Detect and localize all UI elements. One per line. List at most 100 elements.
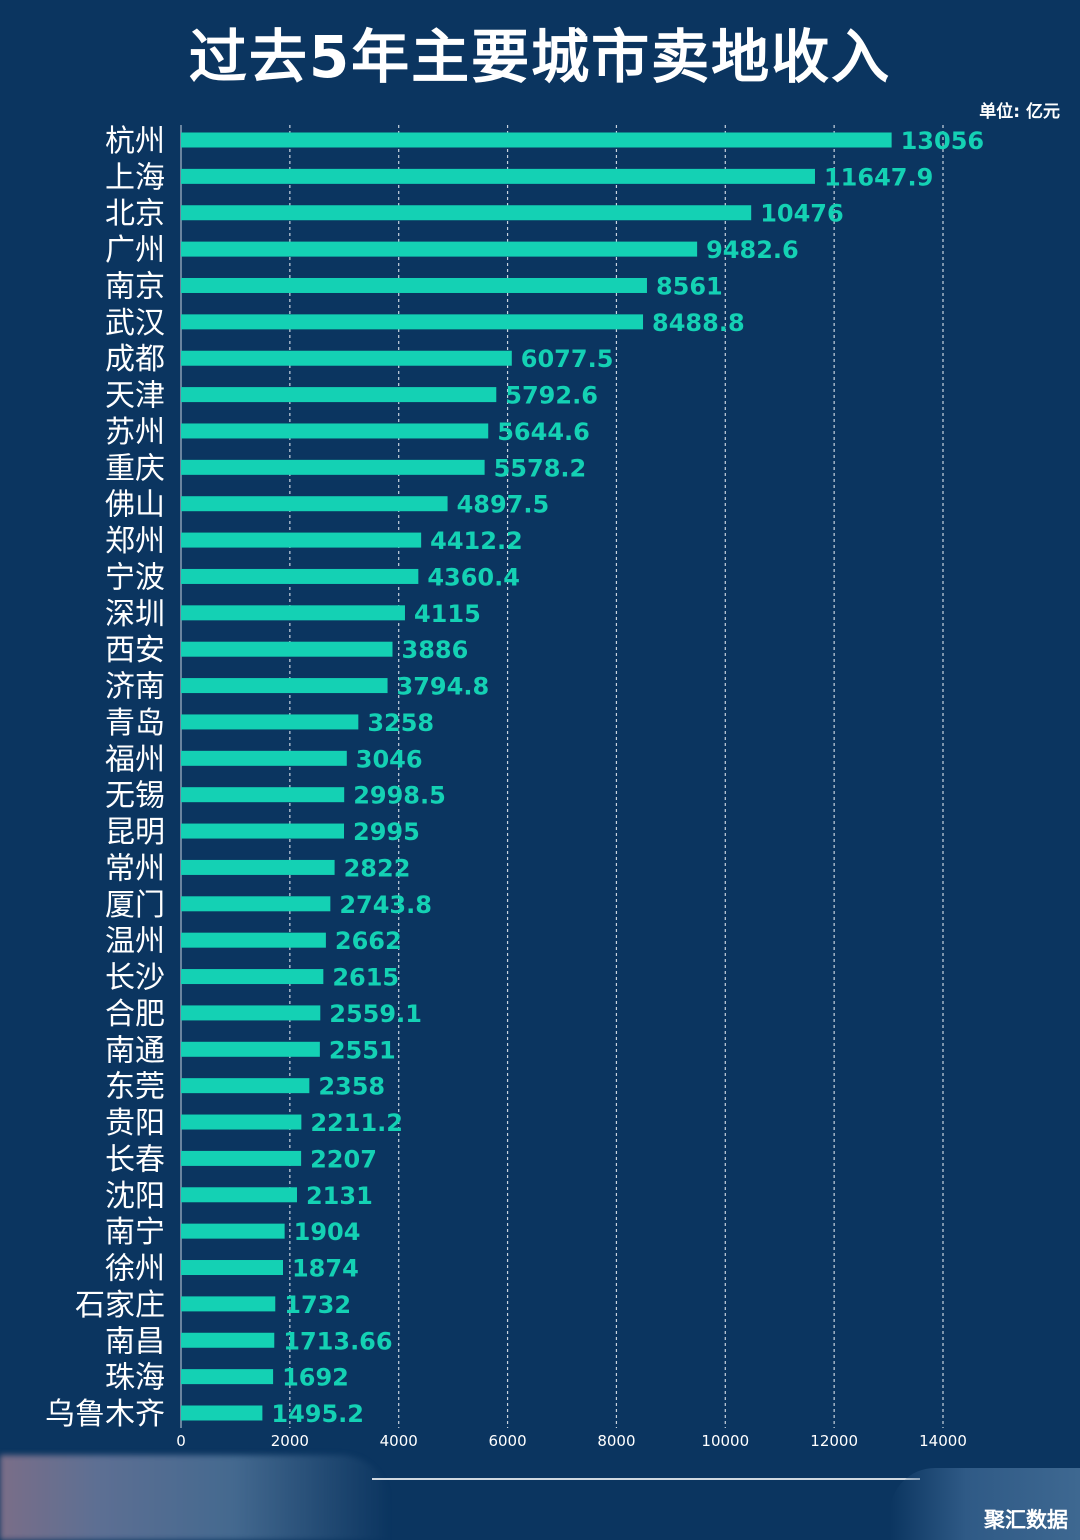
value-label: 3046 [356,745,423,773]
bar [181,969,324,985]
bar [181,277,647,293]
x-tick-label: 8000 [597,1432,635,1450]
bar [181,1296,276,1312]
bar [181,714,359,730]
category-label: 成都 [105,342,165,377]
value-label: 2615 [332,964,399,992]
category-label: 常州 [105,851,165,886]
bar [181,423,489,439]
bar [181,1005,321,1021]
grid-lines [180,125,944,1428]
category-label: 南昌 [105,1324,165,1359]
bar [181,1332,275,1348]
value-label: 1713.66 [283,1327,392,1355]
bar [181,787,345,803]
category-label: 南通 [105,1033,165,1068]
brand-label: 聚汇数据 [984,1508,1068,1532]
bar [181,496,448,512]
category-label: 南宁 [105,1215,165,1250]
value-label: 9482.6 [706,236,799,264]
value-label: 1874 [292,1255,359,1283]
value-label: 2995 [353,818,420,846]
value-label: 13056 [901,127,985,155]
category-label: 沈阳 [105,1179,165,1214]
bar [181,241,698,257]
x-tick-label: 2000 [271,1432,309,1450]
bar [181,1260,283,1276]
bar [181,678,388,694]
category-label: 昆明 [105,815,165,850]
value-label: 5644.6 [497,418,590,446]
value-label: 2207 [310,1145,377,1173]
bar [181,132,892,148]
value-labels: 13056 11647.9 10476 9482.6 8561 8488.8 6077.5 5… [271,127,984,1428]
value-label: 2211.2 [310,1109,403,1137]
bars [181,132,892,1421]
value-label: 1495.2 [271,1400,364,1428]
value-label: 11647.9 [824,163,933,191]
bar [181,387,497,403]
x-tick-label: 6000 [488,1432,526,1450]
value-label: 2131 [306,1182,373,1210]
category-label: 贵阳 [105,1106,165,1141]
value-label: 4115 [414,600,481,628]
x-tick-label: 14000 [919,1432,967,1450]
category-label: 深圳 [105,597,165,632]
category-label: 郑州 [105,524,165,559]
category-label: 东莞 [105,1070,165,1105]
bar [181,750,347,766]
category-label: 上海 [105,160,165,195]
bar [181,859,335,875]
bar [181,1041,320,1057]
value-label: 5792.6 [505,382,598,410]
bar [181,1369,274,1385]
chart-title: 过去5年主要城市卖地收入 [188,23,892,91]
category-label: 温州 [105,924,165,959]
x-tick-label: 4000 [380,1432,418,1450]
bar [181,532,422,548]
footer-divider [372,1478,920,1480]
value-label: 2358 [318,1073,385,1101]
category-label: 无锡 [105,779,165,814]
category-label: 珠海 [105,1361,165,1396]
bar [181,459,485,475]
category-label: 厦门 [105,888,165,923]
bar [181,205,752,221]
value-label: 4360.4 [427,563,520,591]
value-label: 2743.8 [339,891,432,919]
category-label: 南京 [105,269,165,304]
category-label: 济南 [105,670,165,705]
x-tick-label: 0 [176,1432,186,1450]
category-label: 长春 [105,1142,165,1177]
value-label: 2822 [344,854,411,882]
bar [181,350,512,366]
category-label: 青岛 [105,706,165,741]
value-label: 8488.8 [652,309,745,337]
bar [181,823,345,839]
bar [181,641,393,657]
category-label: 西安 [105,633,165,668]
unit-label: 单位: 亿元 [979,102,1060,122]
blurred-corner-area [890,1468,1080,1540]
value-label: 4412.2 [430,527,523,555]
category-labels: 杭州上海北京广州南京武汉成都天津苏州重庆佛山郑州宁波深圳西安济南青岛福州无锡昆明… [45,124,165,1432]
value-label: 1732 [284,1291,351,1319]
category-label: 天津 [105,379,165,414]
value-label: 3794.8 [397,673,490,701]
category-label: 佛山 [105,488,165,523]
bar [181,1114,302,1130]
value-label: 1904 [294,1218,361,1246]
category-label: 北京 [105,197,165,232]
category-label: 乌鲁木齐 [45,1397,165,1432]
category-label: 合肥 [105,997,165,1032]
value-label: 10476 [760,200,844,228]
bar [181,1150,302,1166]
category-label: 广州 [105,233,165,268]
category-label: 福州 [105,742,165,777]
category-label: 长沙 [105,961,165,996]
category-label: 杭州 [105,124,165,159]
value-label: 8561 [656,272,723,300]
value-label: 3258 [367,709,434,737]
value-label: 2662 [335,927,402,955]
bar [181,168,815,184]
